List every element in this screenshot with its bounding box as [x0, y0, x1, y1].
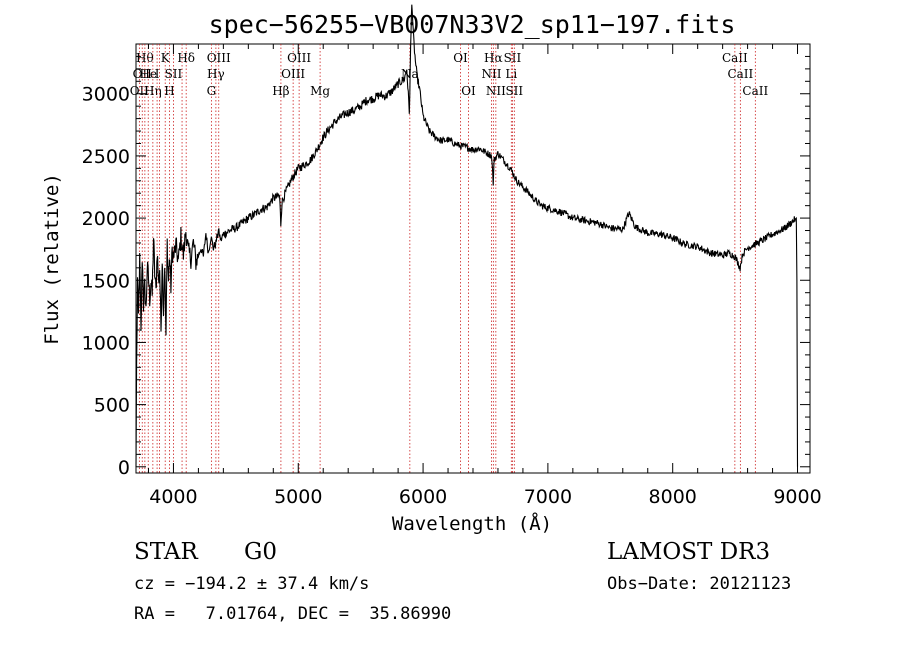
axis-ticks: 4000 5000 6000 7000 8000 9000 0 500 1000 1500 2000…: [82, 44, 822, 508]
subclass: G0: [244, 539, 278, 565]
spectral-line-label: H: [164, 84, 174, 98]
spectral-line-label: Hδ: [177, 51, 195, 65]
spectral-line-label: CaII: [742, 84, 768, 98]
spectral-line-label: Hγ: [207, 67, 225, 81]
object-class: STAR: [134, 539, 198, 565]
spectral-line-label: Li: [505, 67, 517, 81]
spectral-line-label: CaII: [727, 67, 753, 81]
spectral-line-label: CaII: [722, 51, 748, 65]
spectral-line-label: Hθ: [136, 51, 154, 65]
spectral-line-label: G: [207, 84, 217, 98]
spectral-line-label: SII: [165, 67, 183, 81]
y-tick-label: 2500: [82, 146, 130, 168]
spectral-line-label: I: [155, 67, 160, 81]
x-axis-label: Wavelength (Å): [392, 512, 552, 535]
chart-title: spec−56255−VB007N33V2_sp11−197.fits: [209, 10, 736, 39]
spectral-line-label: OII: [130, 84, 150, 98]
spectral-line-label: Mg: [310, 84, 330, 98]
spectral-line-label: K: [161, 51, 171, 65]
x-tick-label: 9000: [773, 486, 821, 508]
survey-name: LAMOST DR3: [607, 539, 771, 565]
y-tick-label: 1500: [82, 270, 130, 292]
spectral-line-label: Hη: [144, 84, 162, 98]
plot-frame: [135, 43, 811, 474]
spectral-line-label: He: [139, 67, 157, 81]
spectral-line-label: OIII: [287, 51, 311, 65]
plot-area: OII OII Hθ He Hη IK H SII Hδ G Hγ OIII Hβ OIII OIII Mg N…: [82, 4, 822, 508]
y-tick-label: 2000: [82, 208, 130, 230]
redshift-cz: cz = −194.2 ± 37.4 km/s: [134, 574, 370, 594]
spectral-line-label: Hβ: [272, 84, 289, 98]
x-tick-label: 6000: [399, 486, 447, 508]
y-tick-label: 1000: [82, 332, 130, 354]
spectral-line-label: NII: [486, 84, 506, 98]
spectral-line-label: OIII: [207, 51, 231, 65]
spectral-line-label: SII: [505, 84, 523, 98]
x-tick-label: 8000: [649, 486, 697, 508]
spectral-line-label: NII: [481, 67, 501, 81]
spectral-line-label: OIII: [281, 67, 305, 81]
y-tick-label: 3000: [82, 84, 130, 106]
spectral-line-label: OI: [453, 51, 468, 65]
spectral-line-label: SII: [504, 51, 522, 65]
x-tick-label: 7000: [524, 486, 572, 508]
x-tick-label: 5000: [274, 486, 322, 508]
y-tick-label: 0: [118, 457, 130, 479]
spectral-lines: OII OII Hθ He Hη IK H SII Hδ G Hγ OIII Hβ OIII OIII Mg N…: [130, 44, 768, 473]
obs-date: Obs−Date: 20121123: [607, 574, 792, 594]
spectral-line-label: Hα: [484, 51, 503, 65]
x-tick-label: 4000: [149, 486, 197, 508]
spectral-line-label: OII: [133, 67, 153, 81]
spectral-line-label: OI: [461, 84, 476, 98]
y-tick-label: 500: [94, 395, 130, 417]
coordinates: RA = 7.01764, DEC = 35.86990: [134, 604, 452, 624]
flux-series-line: [135, 4, 799, 467]
y-axis-label: Flux (relative): [41, 173, 63, 345]
